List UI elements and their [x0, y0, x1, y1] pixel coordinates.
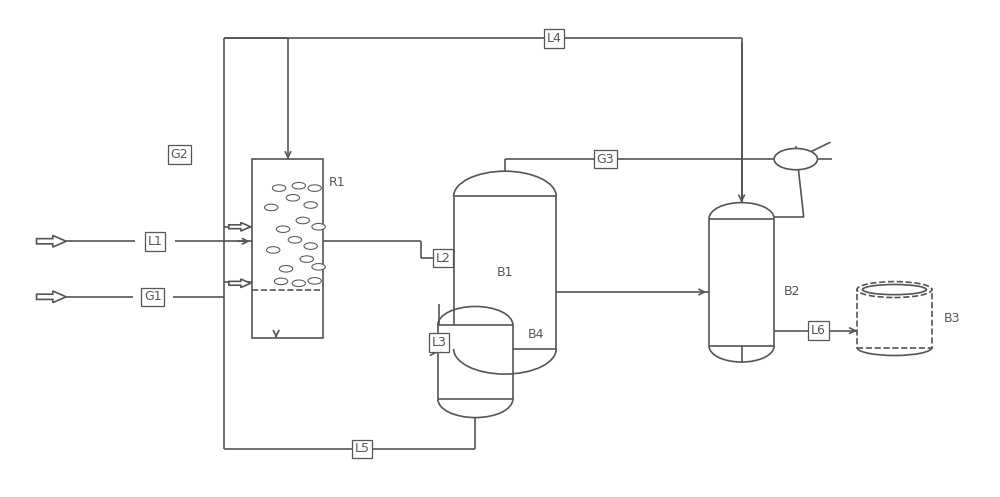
Circle shape: [292, 280, 306, 287]
Bar: [252, 159, 323, 338]
Text: B2: B2: [784, 285, 800, 299]
Text: G1: G1: [144, 290, 162, 303]
Ellipse shape: [857, 282, 932, 298]
Bar: [709, 219, 774, 346]
Polygon shape: [37, 291, 66, 303]
Circle shape: [304, 202, 317, 208]
Circle shape: [266, 247, 280, 253]
Circle shape: [276, 226, 290, 233]
Bar: [438, 325, 513, 399]
Ellipse shape: [863, 284, 926, 295]
Text: G3: G3: [597, 153, 614, 166]
Circle shape: [272, 185, 286, 191]
Text: G2: G2: [171, 148, 188, 161]
Text: L1: L1: [147, 235, 162, 248]
Polygon shape: [37, 236, 66, 247]
Circle shape: [308, 185, 321, 191]
Text: R1: R1: [328, 176, 345, 189]
Circle shape: [286, 194, 300, 201]
Circle shape: [774, 149, 818, 170]
Text: L3: L3: [431, 336, 446, 349]
Circle shape: [312, 224, 325, 230]
Text: L5: L5: [354, 442, 369, 455]
Text: L4: L4: [547, 32, 562, 45]
Circle shape: [300, 256, 313, 262]
Circle shape: [304, 243, 317, 249]
Bar: [857, 290, 932, 347]
Circle shape: [308, 278, 321, 284]
Circle shape: [274, 278, 288, 285]
Circle shape: [265, 204, 278, 211]
Circle shape: [279, 265, 293, 272]
Circle shape: [288, 237, 302, 243]
Text: B1: B1: [497, 266, 513, 279]
Circle shape: [292, 182, 306, 189]
Circle shape: [296, 217, 309, 224]
Polygon shape: [229, 223, 251, 231]
Circle shape: [312, 263, 325, 270]
Text: L2: L2: [435, 251, 450, 265]
Text: B4: B4: [528, 328, 544, 341]
Polygon shape: [229, 279, 251, 288]
Bar: [454, 196, 556, 349]
Text: B3: B3: [944, 312, 960, 325]
Text: L6: L6: [811, 324, 826, 337]
